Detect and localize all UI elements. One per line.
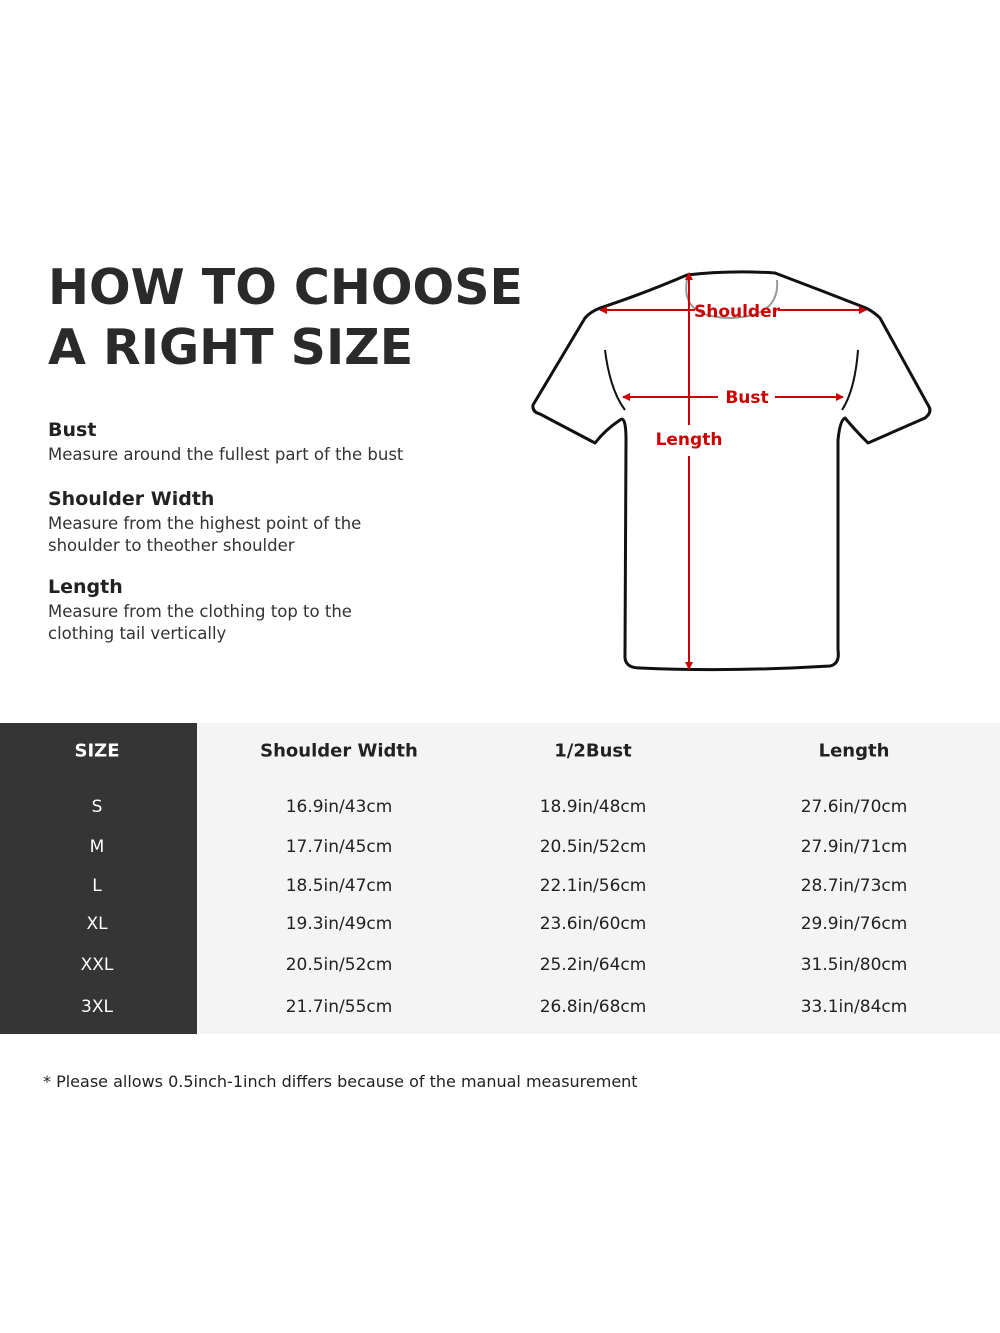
armhole-right (841, 349, 859, 411)
size-label: XXL (80, 955, 114, 975)
guide-text: Measure from the highest point of the sh… (48, 514, 362, 555)
column-header: Shoulder Width (260, 740, 418, 762)
column-header: SIZE (74, 740, 120, 762)
table-cell: 23.6in/60cm (539, 914, 647, 934)
size-column (0, 723, 197, 1034)
measurement-note: * Please allows 0.5inch-1inch differs be… (43, 1072, 638, 1091)
guide-bust: Bust Measure around the fullest part of … (48, 418, 448, 466)
size-label: M (89, 837, 105, 857)
guide-length: Length Measure from the clothing top to … (48, 575, 378, 645)
size-label: L (92, 876, 102, 896)
table-cell: 27.6in/70cm (800, 797, 908, 817)
table-cell: 18.9in/48cm (539, 797, 647, 817)
page-title: HOW TO CHOOSE A RIGHT SIZE (48, 258, 523, 378)
table-cell: 29.9in/76cm (800, 914, 908, 934)
guide-text: Measure around the fullest part of the b… (48, 445, 404, 464)
label-length: Length (656, 430, 723, 450)
table-cell: 21.7in/55cm (285, 997, 393, 1017)
column-header: Length (818, 740, 890, 762)
table-cell: 33.1in/84cm (800, 997, 908, 1017)
label-bust: Bust (725, 388, 768, 408)
table-cell: 28.7in/73cm (800, 876, 908, 896)
guide-heading: Shoulder Width (48, 488, 215, 510)
table-cell: 19.3in/49cm (285, 914, 393, 934)
armhole-left (604, 349, 626, 411)
guide-heading: Bust (48, 419, 97, 441)
table-cell: 22.1in/56cm (539, 876, 647, 896)
title-line-2: A RIGHT SIZE (48, 319, 414, 376)
column-header: 1/2Bust (554, 740, 632, 762)
table-cell: 20.5in/52cm (285, 955, 393, 975)
size-label: XL (86, 914, 108, 934)
size-label: 3XL (81, 997, 113, 1017)
tshirt-outline (531, 270, 932, 672)
guide-heading: Length (48, 576, 123, 598)
table-cell: 17.7in/45cm (285, 837, 393, 857)
guide-shoulder-width: Shoulder Width Measure from the highest … (48, 487, 388, 557)
size-label: S (91, 797, 103, 817)
title-line-1: HOW TO CHOOSE (48, 259, 523, 316)
table-cell: 16.9in/43cm (285, 797, 393, 817)
table-cell: 20.5in/52cm (539, 837, 647, 857)
label-shoulder: Shoulder (694, 302, 781, 322)
table-cell: 25.2in/64cm (539, 955, 647, 975)
table-cell: 31.5in/80cm (800, 955, 908, 975)
table-cell: 26.8in/68cm (539, 997, 647, 1017)
guide-text: Measure from the clothing top to the clo… (48, 602, 352, 643)
tshirt-diagram: Shoulder Bust Length (531, 270, 932, 672)
table-cell: 18.5in/47cm (285, 876, 393, 896)
table-cell: 27.9in/71cm (800, 837, 908, 857)
size-table: SIZE Shoulder Width 1/2Bust Length S 16.9in/4… (0, 723, 1000, 1034)
